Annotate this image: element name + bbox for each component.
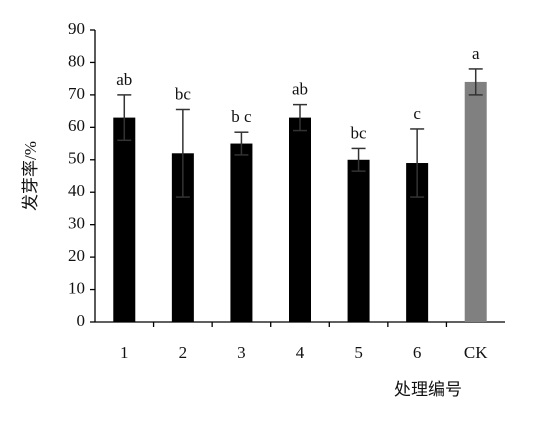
y-tick-label: 0 [77, 311, 86, 330]
significance-label: ab [116, 70, 132, 89]
bar [347, 159, 370, 322]
significance-label: b c [231, 107, 252, 126]
error-bar [468, 68, 483, 96]
y-tick-label: 30 [68, 214, 85, 233]
error-bar [293, 103, 307, 132]
y-tick-label: 90 [68, 19, 85, 38]
error-bar [410, 128, 425, 198]
bar [406, 163, 429, 322]
bar [289, 117, 311, 322]
error-bar [234, 131, 249, 156]
x-tick-label: 1 [120, 343, 129, 362]
x-tick-label: 5 [354, 343, 363, 362]
y-tick-label: 40 [68, 181, 85, 200]
significance-label: a [472, 44, 480, 63]
error-bar [175, 108, 190, 198]
error-bar [351, 147, 366, 172]
x-tick-label: 2 [179, 343, 188, 362]
x-tick-label: 6 [413, 343, 422, 362]
significance-label: bc [175, 84, 192, 103]
y-tick-label: 10 [68, 278, 85, 297]
y-tick-label: 70 [68, 84, 85, 103]
bar [464, 81, 487, 323]
y-tick-label: 60 [68, 116, 85, 135]
bar [171, 153, 194, 322]
y-tick-label: 80 [68, 51, 85, 70]
significance-label: c [413, 104, 421, 123]
bar [113, 117, 136, 322]
x-axis-label: 处理编号 [394, 380, 462, 399]
significance-label: ab [292, 80, 308, 99]
y-tick-label: 20 [68, 246, 85, 265]
y-tick-label: 50 [68, 149, 85, 168]
x-tick-label: CK [464, 343, 488, 362]
x-tick-label: 3 [237, 343, 246, 362]
x-tick-label: 4 [296, 343, 305, 362]
y-axis-label: 发芽率/% [21, 141, 40, 211]
error-bar [117, 94, 132, 142]
bar [230, 143, 253, 322]
significance-label: bc [351, 123, 368, 142]
